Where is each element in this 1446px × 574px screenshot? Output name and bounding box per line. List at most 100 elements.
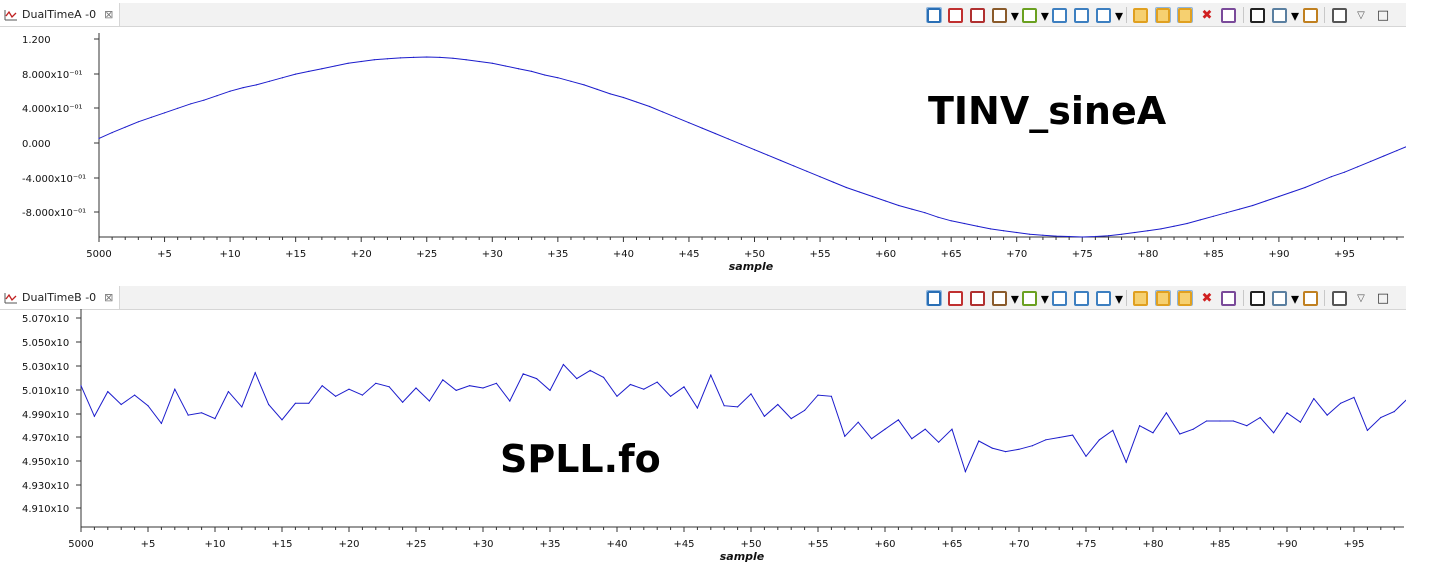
data-point: [495, 382, 497, 384]
dropdown-arrow-icon[interactable]: ▾: [1290, 288, 1299, 308]
x-tick-label: +25: [416, 249, 437, 260]
chart-tinv-sinea: 5000 +5 +10 +15 +20 +25 +30 +35 +40 +45 +50 +55 +60 +…: [22, 33, 1406, 273]
data-point: [294, 402, 296, 404]
dropdown-arrow-icon[interactable]: ▾: [1010, 288, 1019, 308]
marker-icon[interactable]: [992, 7, 1008, 23]
close-icon[interactable]: ⊠: [104, 291, 114, 304]
maximize-icon[interactable]: □: [1376, 290, 1390, 306]
continuous-refresh-icon[interactable]: [1176, 290, 1193, 306]
dropdown-arrow-icon[interactable]: ▾: [1040, 288, 1049, 308]
data-point: [737, 406, 739, 408]
zoom-in-icon[interactable]: [1052, 7, 1068, 23]
continuous-refresh-icon[interactable]: [1176, 7, 1193, 23]
data-point: [1042, 234, 1044, 236]
y-tick-label: 8.000x10⁻⁰¹: [22, 70, 83, 81]
x-tick-label: +25: [405, 539, 426, 550]
data-point: [1340, 402, 1342, 404]
refresh-icon[interactable]: [1133, 290, 1149, 306]
collapse-icon[interactable]: ▽: [1357, 9, 1365, 21]
data-point: [589, 369, 591, 371]
delete-icon[interactable]: ✖: [1201, 7, 1213, 23]
snapshot-icon[interactable]: [1302, 7, 1318, 23]
data-point: [348, 388, 350, 390]
add-marker-icon[interactable]: [1022, 290, 1038, 306]
maximize-icon[interactable]: □: [1376, 7, 1390, 23]
close-icon[interactable]: ⊠: [104, 8, 114, 21]
data-point: [229, 90, 231, 92]
tab-dualtime-b[interactable]: DualTimeB -0 ⊠: [0, 286, 121, 309]
marker-icon[interactable]: [992, 290, 1008, 306]
data-point: [428, 400, 430, 402]
data-point: [1147, 230, 1149, 232]
tab-dualtime-a[interactable]: DualTimeA -0 ⊠: [0, 3, 121, 26]
export-icon[interactable]: [1221, 290, 1237, 306]
properties-icon[interactable]: [1272, 7, 1288, 23]
view-menu-icon[interactable]: [1331, 7, 1347, 23]
data-point: [227, 391, 229, 393]
data-point: [570, 80, 572, 82]
x-tick-label: +20: [351, 249, 372, 260]
show-grid-icon[interactable]: [925, 290, 942, 306]
export-icon[interactable]: [1221, 7, 1237, 23]
collapse-icon[interactable]: ▽: [1357, 292, 1365, 304]
data-point: [832, 181, 834, 183]
data-point: [1081, 236, 1083, 238]
delete-icon[interactable]: ✖: [1201, 290, 1213, 306]
zoom-in-icon[interactable]: [1052, 290, 1068, 306]
data-point: [740, 143, 743, 145]
data-point: [1383, 155, 1385, 157]
binoculars-icon[interactable]: [1250, 7, 1266, 23]
data-point: [1291, 191, 1293, 193]
add-marker-icon[interactable]: [1022, 7, 1038, 23]
data-point: [201, 412, 203, 414]
show-grid-icon[interactable]: [925, 7, 942, 23]
snapshot-icon[interactable]: [1302, 290, 1318, 306]
x-tick-label: +30: [482, 249, 503, 260]
data-point: [844, 435, 846, 437]
chart-annotation: SPLL.fo: [500, 437, 661, 481]
binoculars-icon[interactable]: [1250, 290, 1266, 306]
y-tick-label: 4.970x10: [22, 433, 69, 444]
auto-refresh-icon[interactable]: [1154, 7, 1171, 23]
data-point: [334, 65, 336, 67]
data-point: [1058, 436, 1060, 439]
zoom-out-icon[interactable]: [1074, 290, 1090, 306]
data-view-icon[interactable]: [970, 7, 986, 23]
data-point: [439, 56, 441, 58]
properties-icon[interactable]: [1272, 290, 1288, 306]
data-point: [609, 93, 611, 95]
zoom-out-icon[interactable]: [1074, 7, 1090, 23]
refresh-icon[interactable]: [1133, 7, 1149, 23]
data-point: [683, 386, 685, 388]
zoom-fit-icon[interactable]: [1096, 7, 1112, 23]
dropdown-arrow-icon[interactable]: ▾: [1040, 5, 1049, 25]
measure-icon[interactable]: [948, 7, 964, 23]
data-point: [622, 96, 625, 99]
data-point: [963, 222, 965, 225]
x-tick-label: +70: [1006, 249, 1027, 260]
dropdown-arrow-icon[interactable]: ▾: [1114, 288, 1123, 308]
data-point: [662, 111, 664, 113]
dropdown-arrow-icon[interactable]: ▾: [1010, 5, 1019, 25]
data-point: [137, 121, 139, 123]
data-point: [375, 382, 377, 384]
data-point: [924, 212, 926, 214]
toolbar-separator: [1242, 290, 1244, 306]
zoom-fit-icon[interactable]: [1096, 290, 1112, 306]
data-point: [216, 95, 218, 97]
x-axis-label: sample: [720, 550, 765, 563]
data-view-icon[interactable]: [970, 290, 986, 306]
dropdown-arrow-icon[interactable]: ▾: [1290, 5, 1299, 25]
data-point: [710, 374, 712, 376]
measure-icon[interactable]: [948, 290, 964, 306]
data-point: [1173, 225, 1175, 227]
auto-refresh-icon[interactable]: [1154, 290, 1171, 306]
data-point: [150, 116, 152, 118]
dropdown-arrow-icon[interactable]: ▾: [1114, 5, 1123, 25]
data-point: [308, 70, 310, 72]
x-tick-label: +15: [285, 249, 306, 260]
x-tick-label: +5: [141, 539, 156, 550]
view-menu-icon[interactable]: [1331, 290, 1347, 306]
data-point: [1186, 222, 1188, 225]
data-point: [978, 440, 980, 442]
